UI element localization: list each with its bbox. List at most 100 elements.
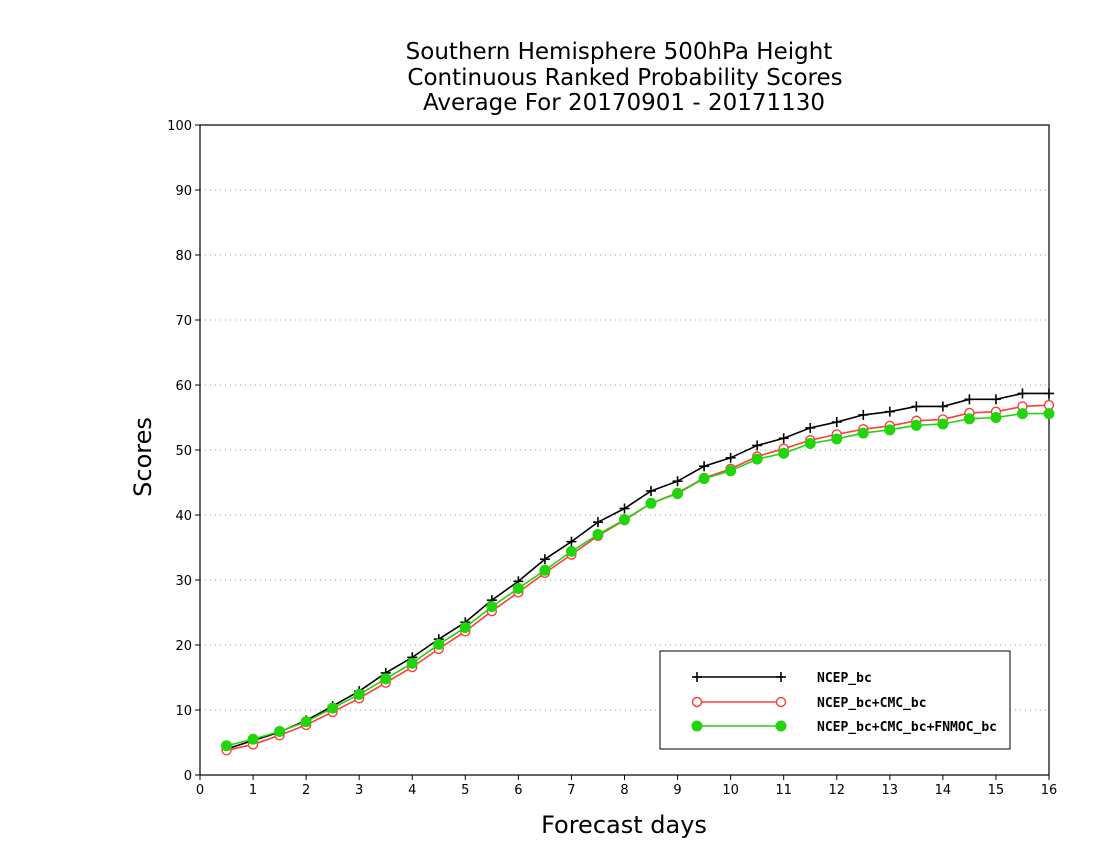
- series-2-point-14: [592, 529, 604, 540]
- x-tick-label-6: 6: [514, 783, 522, 798]
- series-2-point-16: [645, 497, 657, 509]
- chart-title-line-2: Continuous Ranked Probability Scores: [407, 65, 842, 91]
- series-0: [221, 388, 1054, 754]
- series-2-point-4: [327, 702, 339, 714]
- series-2-point-6: [380, 673, 392, 685]
- series-2-point-29: [990, 412, 1002, 423]
- x-tick-label-4: 4: [408, 783, 416, 798]
- series-2-point-11: [512, 582, 524, 594]
- series-2-point-5: [353, 688, 365, 700]
- x-tick-label-9: 9: [673, 783, 681, 798]
- y-tick-label-2: 20: [175, 639, 192, 654]
- series-2-point-27: [937, 418, 949, 430]
- x-tick-label-10: 10: [722, 783, 739, 798]
- series-0-point-28: [964, 394, 975, 405]
- series-2-point-10: [486, 601, 498, 613]
- series-2-point-28: [963, 413, 975, 425]
- chart-title-line-3: Average For 20170901 - 20171130: [423, 90, 825, 116]
- series-2-point-17: [672, 488, 684, 500]
- y-axis-title: Scores: [129, 417, 157, 497]
- series-0-point-17: [672, 476, 683, 487]
- series-2-point-0: [221, 740, 233, 752]
- series-2-point-25: [884, 424, 896, 436]
- series-2-point-31: [1043, 408, 1055, 420]
- series-2: [221, 408, 1055, 752]
- series-0-point-19: [725, 452, 736, 463]
- series-0-point-22: [805, 422, 816, 433]
- legend-marker-end-2: [775, 720, 787, 732]
- series-2-point-26: [910, 419, 922, 431]
- series-2-point-22: [804, 438, 816, 449]
- legend: NCEP_bc NCEP_bc+CMC_bc NCEP_bc+CMC_bc+FNMO…: [659, 650, 1011, 750]
- legend-marker-start-2: [691, 720, 703, 732]
- x-tick-label-7: 7: [567, 783, 575, 798]
- series-0-point-18: [699, 461, 710, 472]
- y-tick-label-6: 60: [175, 379, 192, 394]
- series-0-point-13: [566, 536, 577, 547]
- series-2-point-20: [751, 453, 763, 465]
- series-2-point-21: [778, 447, 790, 459]
- x-tick-label-14: 14: [935, 783, 952, 798]
- series-0-point-14: [592, 517, 603, 528]
- legend-marker-start-0: [692, 672, 702, 682]
- x-tick-label-12: 12: [828, 783, 845, 798]
- series-2-point-2: [274, 725, 286, 737]
- series-2-point-9: [459, 621, 471, 633]
- series-0-point-16: [646, 485, 657, 496]
- y-tick-label-5: 50: [175, 444, 192, 459]
- x-tick-label-16: 16: [1041, 783, 1058, 798]
- y-tick-label-7: 70: [175, 314, 192, 329]
- legend-marker-end-0: [776, 672, 786, 682]
- x-tick-label-8: 8: [620, 783, 628, 798]
- series-0-point-12: [539, 554, 550, 565]
- series-2-point-12: [539, 564, 551, 576]
- series-0-point-15: [619, 503, 630, 514]
- legend-label-0: NCEP_bc: [817, 671, 872, 686]
- x-tick-label-3: 3: [355, 783, 363, 798]
- x-axis-title: Forecast days: [541, 811, 707, 839]
- series-2-point-30: [1016, 408, 1028, 420]
- axes: 0 1 2 3 4 5 6 7 8 9 10 11 12 13 14 15 160102030405060708…: [167, 119, 1057, 798]
- legend-marker-start-1: [691, 696, 703, 708]
- y-tick-label-0: 0: [184, 769, 192, 784]
- series-2-point-8: [433, 638, 445, 650]
- series-0-point-30: [1017, 388, 1028, 399]
- series-2-point-13: [565, 545, 577, 557]
- series-2-point-3: [300, 716, 312, 728]
- legend-marker-end-1: [775, 696, 787, 708]
- series-0-line: [226, 392, 1049, 750]
- x-tick-label-2: 2: [302, 783, 310, 798]
- legend-item-0: NCEP_bc: [692, 671, 872, 686]
- series-0-point-24: [858, 409, 869, 420]
- legend-item-2: NCEP_bc+CMC_bc+FNMOC_bc: [691, 720, 997, 735]
- legend-item-1: NCEP_bc+CMC_bc: [691, 696, 927, 711]
- x-tick-label-11: 11: [775, 783, 792, 798]
- legend-box: [659, 650, 1011, 750]
- x-tick-label-1: 1: [249, 783, 257, 798]
- y-tick-label-3: 30: [175, 574, 192, 589]
- series-0-point-21: [778, 433, 789, 444]
- legend-label-1: NCEP_bc+CMC_bc: [817, 696, 927, 711]
- series-2-point-1: [247, 733, 259, 745]
- series-2-point-19: [725, 465, 737, 477]
- series-0-point-31: [1044, 388, 1054, 399]
- series-0-point-25: [884, 406, 895, 417]
- series-2-point-24: [857, 427, 869, 439]
- legend-label-2: NCEP_bc+CMC_bc+FNMOC_bc: [817, 720, 997, 735]
- y-tick-label-8: 80: [175, 249, 192, 264]
- x-tick-label-13: 13: [882, 783, 899, 798]
- x-tick-label-0: 0: [196, 783, 204, 798]
- y-tick-label-9: 90: [175, 184, 192, 199]
- series-0-point-23: [831, 417, 842, 428]
- series-0-point-20: [752, 440, 763, 451]
- series-2-point-23: [831, 433, 843, 445]
- x-tick-label-5: 5: [461, 783, 469, 798]
- y-tick-label-1: 10: [175, 704, 192, 719]
- chart-title-line-1: Southern Hemisphere 500hPa Height: [406, 39, 833, 65]
- y-tick-label-4: 40: [175, 509, 192, 524]
- series-2-point-7: [406, 657, 418, 669]
- grid: [200, 124, 1049, 711]
- series-2-point-15: [619, 514, 630, 526]
- x-tick-label-15: 15: [988, 783, 1005, 798]
